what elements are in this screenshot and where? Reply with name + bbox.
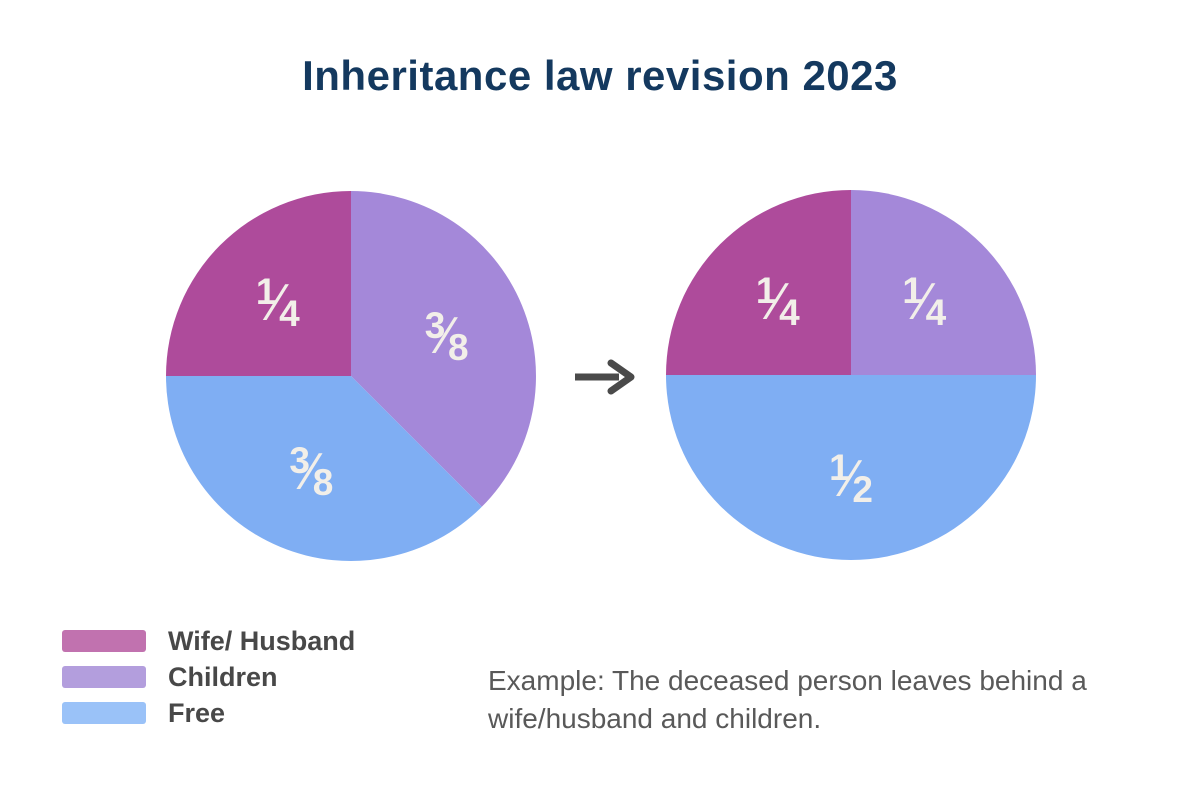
fraction-part: 8 [312, 462, 334, 504]
pie-slice-children [851, 190, 1036, 375]
fraction: 1 ⁄ 4 [256, 273, 300, 335]
pie-chart-before-revision: 3 ⁄ 8 3 ⁄ 8 1 ⁄ 4 [165, 190, 537, 562]
fraction-part: 2 [852, 469, 873, 511]
right-arrow-icon [572, 356, 638, 398]
legend-swatch [62, 666, 146, 688]
pie-slice-free [166, 376, 482, 561]
fraction-part: 3 [289, 440, 310, 482]
fraction-part: 1 [755, 270, 777, 312]
fraction-part: 4 [779, 292, 800, 334]
pie-slice-fraction-label: 3 ⁄ 8 [289, 442, 334, 504]
legend-swatch [62, 702, 146, 724]
legend: Wife/ Husband Children Free [62, 626, 355, 728]
fraction-part: ⁄ [307, 442, 316, 501]
fraction-part: 4 [925, 292, 947, 334]
fraction-part: ⁄ [846, 449, 856, 508]
pie-slice-fraction-label: 1 ⁄ 4 [256, 273, 300, 335]
pie-svg-after_revision [666, 190, 1036, 560]
pie-slice-wife-husband [166, 191, 351, 376]
legend-row: Children [62, 662, 355, 692]
fraction-part: 8 [448, 326, 469, 368]
pie-slice-wife-husband [666, 190, 851, 375]
legend-label: Children [168, 661, 278, 692]
fraction: 1 ⁄ 4 [756, 272, 800, 334]
fraction-part: ⁄ [273, 273, 283, 332]
fraction-part: ⁄ [442, 307, 452, 366]
fraction-part: ⁄ [919, 272, 929, 331]
example-text: Example: The deceased person leaves behi… [488, 665, 1087, 734]
pie-chart-after-revision: 1 ⁄ 4 1 ⁄ 2 1 ⁄ 4 [665, 189, 1037, 561]
page-title: Inheritance law revision 2023 [302, 52, 898, 99]
fraction: 3 ⁄ 8 [289, 442, 334, 504]
fraction-part: 4 [279, 293, 300, 335]
legend-row: Free [62, 698, 355, 728]
fraction: 1 ⁄ 2 [829, 449, 873, 511]
pie-slice-fraction-label: 1 ⁄ 2 [829, 449, 873, 511]
legend-swatch [62, 630, 146, 652]
fraction-part: 3 [424, 304, 446, 346]
pie-slice-free [666, 375, 1036, 560]
pie-slice-fraction-label: 1 ⁄ 4 [902, 272, 947, 334]
legend-label: Free [168, 697, 226, 728]
pie-svg-before_revision [166, 191, 536, 561]
fraction-part: ⁄ [773, 272, 783, 331]
pie-slice-fraction-label: 1 ⁄ 4 [756, 272, 800, 334]
fraction: 3 ⁄ 8 [424, 304, 469, 366]
pie-slice-children [351, 191, 536, 507]
fraction-part: 1 [829, 447, 850, 489]
legend-label: Wife/ Husband [168, 625, 356, 656]
legend-row: Wife/ Husband [62, 626, 355, 656]
fraction-part: 1 [902, 270, 923, 312]
fraction: 1 ⁄ 4 [902, 272, 947, 334]
fraction-part: 1 [255, 271, 277, 313]
pie-slice-fraction-label: 3 ⁄ 8 [424, 304, 469, 366]
